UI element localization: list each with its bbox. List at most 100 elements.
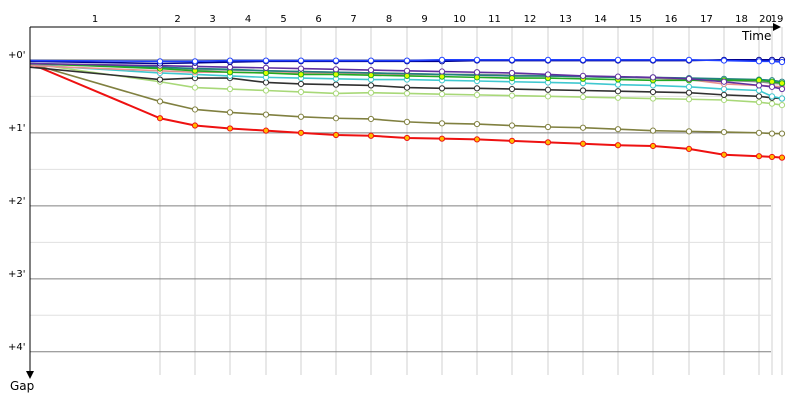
lap-point — [614, 126, 622, 133]
lap-point — [473, 56, 481, 63]
lap-point — [226, 64, 234, 71]
lap-point — [614, 73, 622, 80]
lap-point — [720, 129, 728, 136]
lap-point — [297, 129, 305, 136]
lap-point — [778, 95, 786, 102]
lap-point — [614, 88, 622, 95]
lap-point — [508, 74, 516, 82]
lap-label: 16 — [665, 14, 678, 25]
lap-point — [720, 57, 728, 64]
lap-point — [367, 66, 375, 74]
lap-point — [508, 85, 516, 93]
lap-point — [438, 68, 446, 75]
lap-point — [720, 85, 728, 93]
lap-point — [685, 89, 693, 96]
lap-point — [156, 58, 164, 65]
lap-point — [403, 57, 411, 64]
lap-point — [332, 71, 340, 78]
lap-label: 3 — [209, 14, 215, 25]
lap-point — [685, 128, 693, 135]
lap-point — [262, 111, 270, 118]
lap-point — [226, 109, 234, 116]
lap-point — [332, 57, 340, 64]
lap-point — [508, 69, 516, 77]
lap-point — [262, 57, 270, 64]
lap-point — [226, 125, 234, 132]
lap-point — [614, 142, 622, 149]
lap-point — [768, 58, 776, 65]
lap-point — [685, 83, 693, 90]
lap-label: 20 — [759, 14, 772, 25]
lap-point — [755, 87, 763, 94]
lap-point — [778, 130, 786, 137]
lap-point — [544, 86, 552, 93]
lap-point — [473, 136, 481, 143]
lap-point — [778, 154, 786, 161]
lap-point — [768, 78, 776, 85]
lap-point — [720, 91, 728, 98]
lap-point — [367, 57, 375, 64]
lap-point — [332, 66, 340, 73]
lap-point — [156, 76, 164, 83]
lap-point — [685, 145, 693, 152]
lap-point — [579, 93, 587, 101]
lap-point — [191, 58, 199, 65]
lap-point — [579, 140, 587, 147]
lap-point — [473, 91, 481, 98]
lap-point — [403, 72, 411, 80]
lap-point — [614, 94, 622, 101]
lap-point — [755, 58, 763, 65]
lap-point — [367, 72, 375, 79]
lap-point — [768, 100, 776, 107]
lap-point — [156, 98, 164, 105]
lap-point — [755, 93, 763, 100]
lap-point — [403, 134, 411, 142]
lap-point — [614, 81, 622, 88]
lap-point — [262, 69, 270, 77]
lap-label: 7 — [350, 14, 356, 25]
lap-point — [297, 113, 305, 120]
lap-point — [685, 96, 693, 103]
lap-point — [332, 131, 340, 139]
lap-point — [720, 78, 728, 85]
lap-point — [297, 65, 305, 72]
lap-point — [508, 137, 516, 144]
lap-point — [755, 153, 763, 160]
lap-point — [191, 84, 199, 91]
lap-point — [768, 153, 776, 161]
lap-label: 5 — [280, 14, 286, 25]
lap-point — [755, 99, 763, 106]
lap-label: 15 — [629, 14, 642, 25]
lap-point — [544, 93, 552, 100]
lap-point — [685, 56, 693, 63]
lap-label: 8 — [386, 14, 392, 25]
lap-point — [778, 85, 786, 93]
lap-point — [649, 74, 657, 81]
lap-point — [367, 89, 375, 96]
lap-point — [297, 80, 305, 88]
lap-point — [332, 115, 340, 122]
lap-point — [403, 90, 411, 97]
lap-point — [649, 142, 657, 150]
lap-label: 2 — [174, 14, 180, 25]
lap-point — [649, 95, 657, 102]
lap-point — [403, 67, 411, 74]
y-tick-label: +0' — [8, 50, 26, 61]
y-tick-label: +1' — [8, 123, 26, 134]
y-tick-label: +2' — [8, 196, 26, 207]
lap-point — [544, 139, 552, 146]
lap-point — [579, 124, 587, 131]
lap-point — [778, 58, 786, 66]
lap-point — [755, 77, 763, 84]
lap-point — [685, 75, 693, 82]
lap-point — [579, 56, 587, 63]
lap-point — [403, 84, 411, 91]
lap-point — [156, 115, 164, 122]
lap-point — [768, 130, 776, 137]
lap-point — [649, 56, 657, 63]
lap-point — [438, 56, 446, 63]
lap-label: 18 — [735, 14, 748, 25]
lap-label: 9 — [421, 14, 427, 25]
lap-point — [332, 81, 340, 88]
